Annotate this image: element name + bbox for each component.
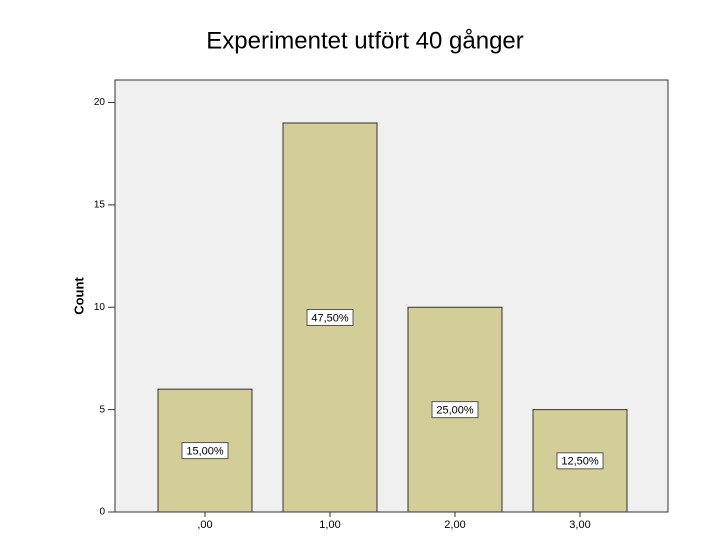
y-tick-label: 0 <box>99 507 105 518</box>
x-tick-label: 1,00 <box>319 519 340 531</box>
y-tick-label: 15 <box>94 200 106 211</box>
label-box <box>556 452 604 470</box>
x-tick-label: ,00 <box>197 519 212 531</box>
chart-title: Experimentet utfört 40 gånger <box>206 27 524 54</box>
bar-label: 15,00% <box>186 445 224 457</box>
bar-label: 47,50% <box>311 312 349 324</box>
label-box <box>306 308 354 326</box>
y-tick-label: 20 <box>94 97 106 108</box>
label-box <box>181 442 229 460</box>
y-tick-label: 10 <box>94 302 106 313</box>
x-tick-label: 3,00 <box>569 519 590 531</box>
y-tick-label: 5 <box>99 404 105 415</box>
y-axis-label: Count <box>71 277 86 315</box>
x-tick-label: 2,00 <box>444 519 465 531</box>
label-box <box>431 401 479 419</box>
bar-label: 12,50% <box>561 456 599 468</box>
bar-label: 25,00% <box>436 405 474 417</box>
